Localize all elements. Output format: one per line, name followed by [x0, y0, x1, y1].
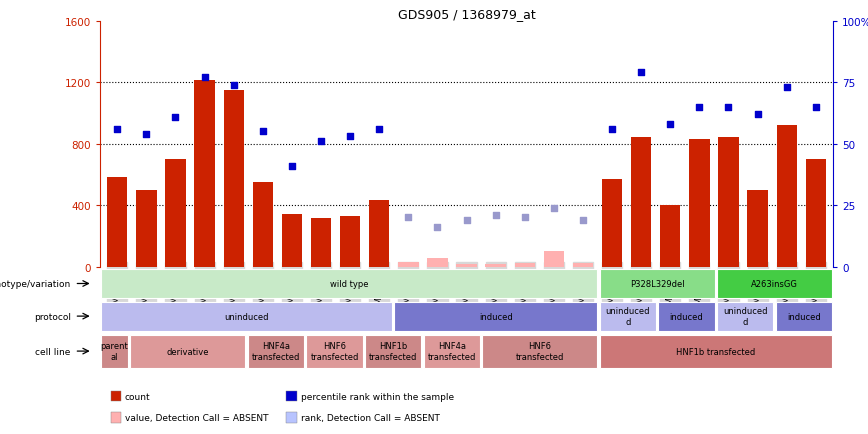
Title: GDS905 / 1368979_at: GDS905 / 1368979_at: [398, 7, 536, 20]
Text: P328L329del: P328L329del: [630, 279, 685, 288]
Text: HNF1b
transfected: HNF1b transfected: [369, 342, 418, 361]
Point: [227, 82, 240, 89]
Bar: [777, 126, 797, 267]
Point: [779, 85, 793, 92]
Bar: [717, 302, 773, 331]
Text: HNF4a
transfected: HNF4a transfected: [252, 342, 300, 361]
Bar: [107, 178, 128, 267]
Point: [635, 70, 648, 77]
Point: [314, 138, 328, 145]
Bar: [457, 265, 477, 267]
Bar: [424, 335, 480, 368]
Bar: [224, 91, 244, 267]
Text: uninduced
d: uninduced d: [723, 307, 767, 326]
Text: HNF1b transfected: HNF1b transfected: [676, 347, 755, 356]
Bar: [130, 335, 246, 368]
Bar: [600, 270, 714, 298]
Text: count: count: [125, 392, 151, 401]
Text: HNF6
transfected: HNF6 transfected: [311, 342, 358, 361]
Bar: [369, 201, 390, 267]
Bar: [111, 412, 121, 423]
Point: [809, 104, 823, 111]
Bar: [719, 138, 739, 267]
Bar: [427, 259, 448, 267]
Text: parent
al: parent al: [101, 342, 128, 361]
Point: [459, 217, 473, 224]
Bar: [689, 140, 709, 267]
Text: induced: induced: [787, 312, 821, 321]
Text: wild type: wild type: [330, 279, 368, 288]
Bar: [136, 190, 156, 267]
Bar: [286, 391, 297, 401]
Point: [110, 126, 124, 133]
Point: [401, 214, 415, 221]
Bar: [600, 302, 656, 331]
Text: rank, Detection Call = ABSENT: rank, Detection Call = ABSENT: [301, 414, 439, 422]
Point: [343, 134, 357, 141]
Point: [518, 214, 532, 221]
Bar: [747, 190, 768, 267]
Bar: [659, 302, 714, 331]
Text: HNF4a
transfected: HNF4a transfected: [428, 342, 476, 361]
Bar: [602, 180, 622, 267]
Text: A263insGG: A263insGG: [751, 279, 798, 288]
Bar: [311, 219, 332, 267]
Point: [751, 112, 765, 118]
Point: [576, 217, 590, 224]
Bar: [543, 252, 564, 267]
Bar: [194, 81, 214, 267]
Point: [663, 121, 677, 128]
Bar: [101, 270, 597, 298]
Point: [285, 163, 299, 170]
Point: [168, 114, 182, 121]
Bar: [306, 335, 363, 368]
Point: [198, 75, 212, 82]
Bar: [111, 391, 121, 401]
Text: value, Detection Call = ABSENT: value, Detection Call = ABSENT: [125, 414, 268, 422]
Bar: [165, 160, 186, 267]
Point: [721, 104, 735, 111]
Text: HNF6
transfected: HNF6 transfected: [516, 342, 564, 361]
Bar: [483, 335, 597, 368]
Bar: [485, 265, 506, 267]
Text: derivative: derivative: [167, 347, 209, 356]
Text: percentile rank within the sample: percentile rank within the sample: [301, 392, 454, 401]
Text: uninduced: uninduced: [224, 312, 269, 321]
Bar: [660, 206, 681, 267]
Bar: [600, 335, 832, 368]
Point: [693, 104, 707, 111]
Bar: [253, 183, 273, 267]
Bar: [776, 302, 832, 331]
Point: [256, 128, 270, 135]
Bar: [394, 302, 597, 331]
Bar: [247, 335, 304, 368]
Point: [547, 204, 561, 211]
Bar: [631, 138, 651, 267]
Point: [372, 126, 386, 133]
Bar: [515, 264, 535, 267]
Bar: [340, 216, 360, 267]
Point: [489, 212, 503, 219]
Text: induced: induced: [670, 312, 703, 321]
Bar: [101, 302, 392, 331]
Bar: [101, 335, 128, 368]
Text: protocol: protocol: [34, 312, 70, 321]
Point: [605, 126, 619, 133]
Bar: [806, 160, 826, 267]
Bar: [282, 214, 302, 267]
Text: cell line: cell line: [36, 347, 70, 356]
Bar: [573, 264, 593, 267]
Point: [140, 131, 154, 138]
Point: [431, 224, 444, 231]
Bar: [286, 412, 297, 423]
Text: induced: induced: [479, 312, 513, 321]
Bar: [365, 335, 421, 368]
Bar: [398, 262, 418, 267]
Text: uninduced
d: uninduced d: [606, 307, 650, 326]
Text: genotype/variation: genotype/variation: [0, 279, 70, 288]
Bar: [717, 270, 832, 298]
